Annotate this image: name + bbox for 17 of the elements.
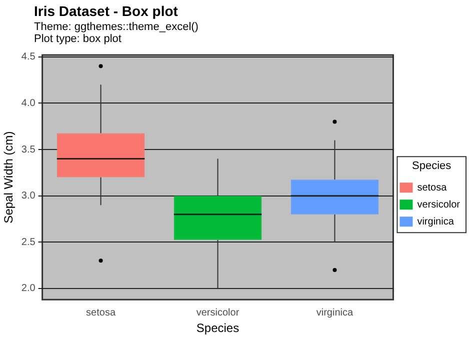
legend-title: Species <box>412 160 452 172</box>
x-axis-title: Species <box>196 321 240 336</box>
y-tick-label: 2.0 <box>21 283 36 294</box>
y-axis-title: Sepal Width (cm) <box>2 131 16 224</box>
x-tick-label: versicolor <box>196 307 240 318</box>
chart-subtitle: Theme: ggthemes::theme_excel() Plot type: box plot <box>34 21 198 45</box>
legend-label: virginica <box>417 216 454 228</box>
legend-label: setosa <box>417 182 448 194</box>
x-tick-label: setosa <box>86 307 116 318</box>
chart-title: Iris Dataset - Box plot <box>34 3 178 19</box>
y-tick-label: 2.5 <box>21 236 36 248</box>
y-tick-label: 3.0 <box>21 190 36 202</box>
legend-label: versicolor <box>417 199 461 210</box>
y-tick-label: 4.0 <box>21 98 36 109</box>
y-tick-label: 4.5 <box>21 52 36 63</box>
x-tick-label: virginica <box>316 307 354 318</box>
y-tick-label: 3.5 <box>21 144 36 156</box>
